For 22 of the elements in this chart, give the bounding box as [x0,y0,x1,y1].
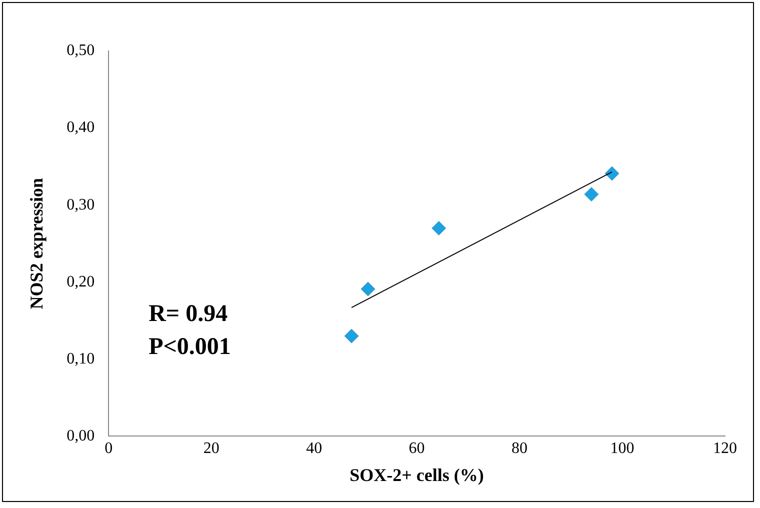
y-tick-label: 0,30 [66,196,95,214]
point [344,328,359,344]
y-axis-title: NOS2 expression [26,178,46,310]
y-tick-label: 0,50 [66,42,95,60]
point [360,282,376,296]
point [432,220,446,236]
x-tick-label: 120 [713,440,737,458]
x-tick-label: 20 [203,440,220,458]
y-tick-label: 0,00 [66,427,95,444]
point [584,187,599,202]
y-tick-label: 0,10 [66,350,95,368]
annotation: R= 0.94 [148,301,228,327]
x-tick-label: 60 [408,440,425,458]
point [604,166,620,181]
y-tick-label: 0,20 [66,273,95,290]
x-tick-label: 100 [610,440,634,458]
x-tick-label: 40 [306,440,322,458]
x-tick-label: 0 [104,440,113,458]
annotation: P<0.001 [148,334,231,360]
x-tick-label: 80 [512,440,528,458]
x-axis-title: SOX-2+ cells (%) [350,464,484,485]
y-tick-label: 0,40 [66,119,95,136]
